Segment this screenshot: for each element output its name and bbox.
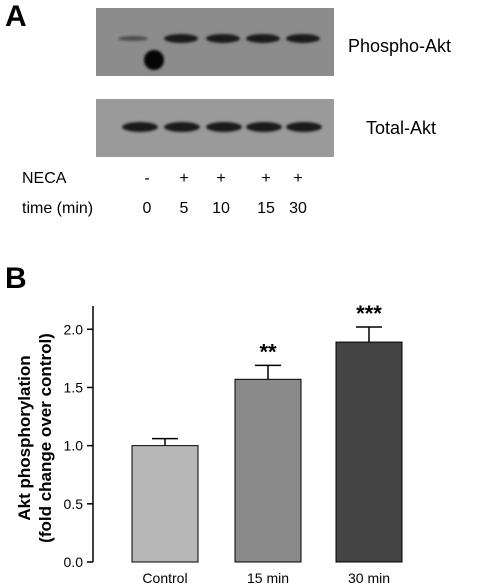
y-tick-label: 1.0 [64, 438, 84, 454]
y-axis-label-line1: Akt phosphorylation [15, 355, 34, 520]
blot-band [164, 34, 198, 43]
time-lane-1: 5 [179, 200, 189, 217]
y-tick-label: 0.0 [64, 554, 84, 570]
neca-lane-3: + [261, 170, 271, 187]
blot-band [206, 122, 242, 132]
time-lane-2: 10 [212, 200, 230, 217]
time-row-label: time (min) [22, 200, 94, 217]
time-lane-4: 30 [289, 200, 307, 217]
bar-0 [131, 445, 199, 563]
phospho-akt-blot [96, 8, 334, 76]
neca-lane-1: + [179, 170, 189, 187]
time-lane-3: 15 [257, 200, 275, 217]
blot-band [164, 122, 200, 132]
panel-b-letter: B [5, 262, 27, 295]
blot-band [246, 122, 282, 132]
panel-a-letter: A [5, 0, 27, 33]
blot-artifact [144, 50, 164, 70]
blot-band [286, 122, 322, 132]
y-tick-label: 2.0 [64, 321, 84, 337]
bar-2 [335, 341, 403, 563]
blot-band [246, 34, 280, 43]
x-tick-label-1: 15 min [247, 570, 289, 586]
total-akt-blot [96, 99, 334, 157]
significance-2: *** [356, 301, 382, 326]
bar-1 [234, 378, 302, 563]
phospho-akt-label: Phospho-Akt [348, 36, 452, 56]
y-axis-label: Akt phosphorylation (fold change over co… [15, 333, 55, 543]
x-tick-label-2: 30 min [348, 570, 390, 586]
time-lane-0: 0 [142, 200, 152, 217]
neca-lane-4: + [293, 170, 303, 187]
blot-band [286, 34, 320, 43]
x-tick-label-0: Control [142, 570, 187, 586]
neca-lane-2: + [216, 170, 226, 187]
significance-1: ** [259, 339, 277, 364]
blot-band [118, 36, 148, 41]
y-axis-label-line2: (fold change over control) [36, 333, 55, 543]
blot-band [122, 122, 158, 132]
y-tick-label: 0.5 [64, 496, 84, 512]
y-tick-label: 1.5 [64, 379, 84, 395]
neca-lane-0: - [144, 170, 150, 187]
plot-area: 0.0 0.5 1.0 1.5 2.0 Control ** 15 min *** 30 min [64, 301, 403, 586]
blot-band [206, 34, 240, 43]
neca-row-label: NECA [22, 170, 67, 187]
total-akt-label: Total-Akt [366, 118, 437, 138]
